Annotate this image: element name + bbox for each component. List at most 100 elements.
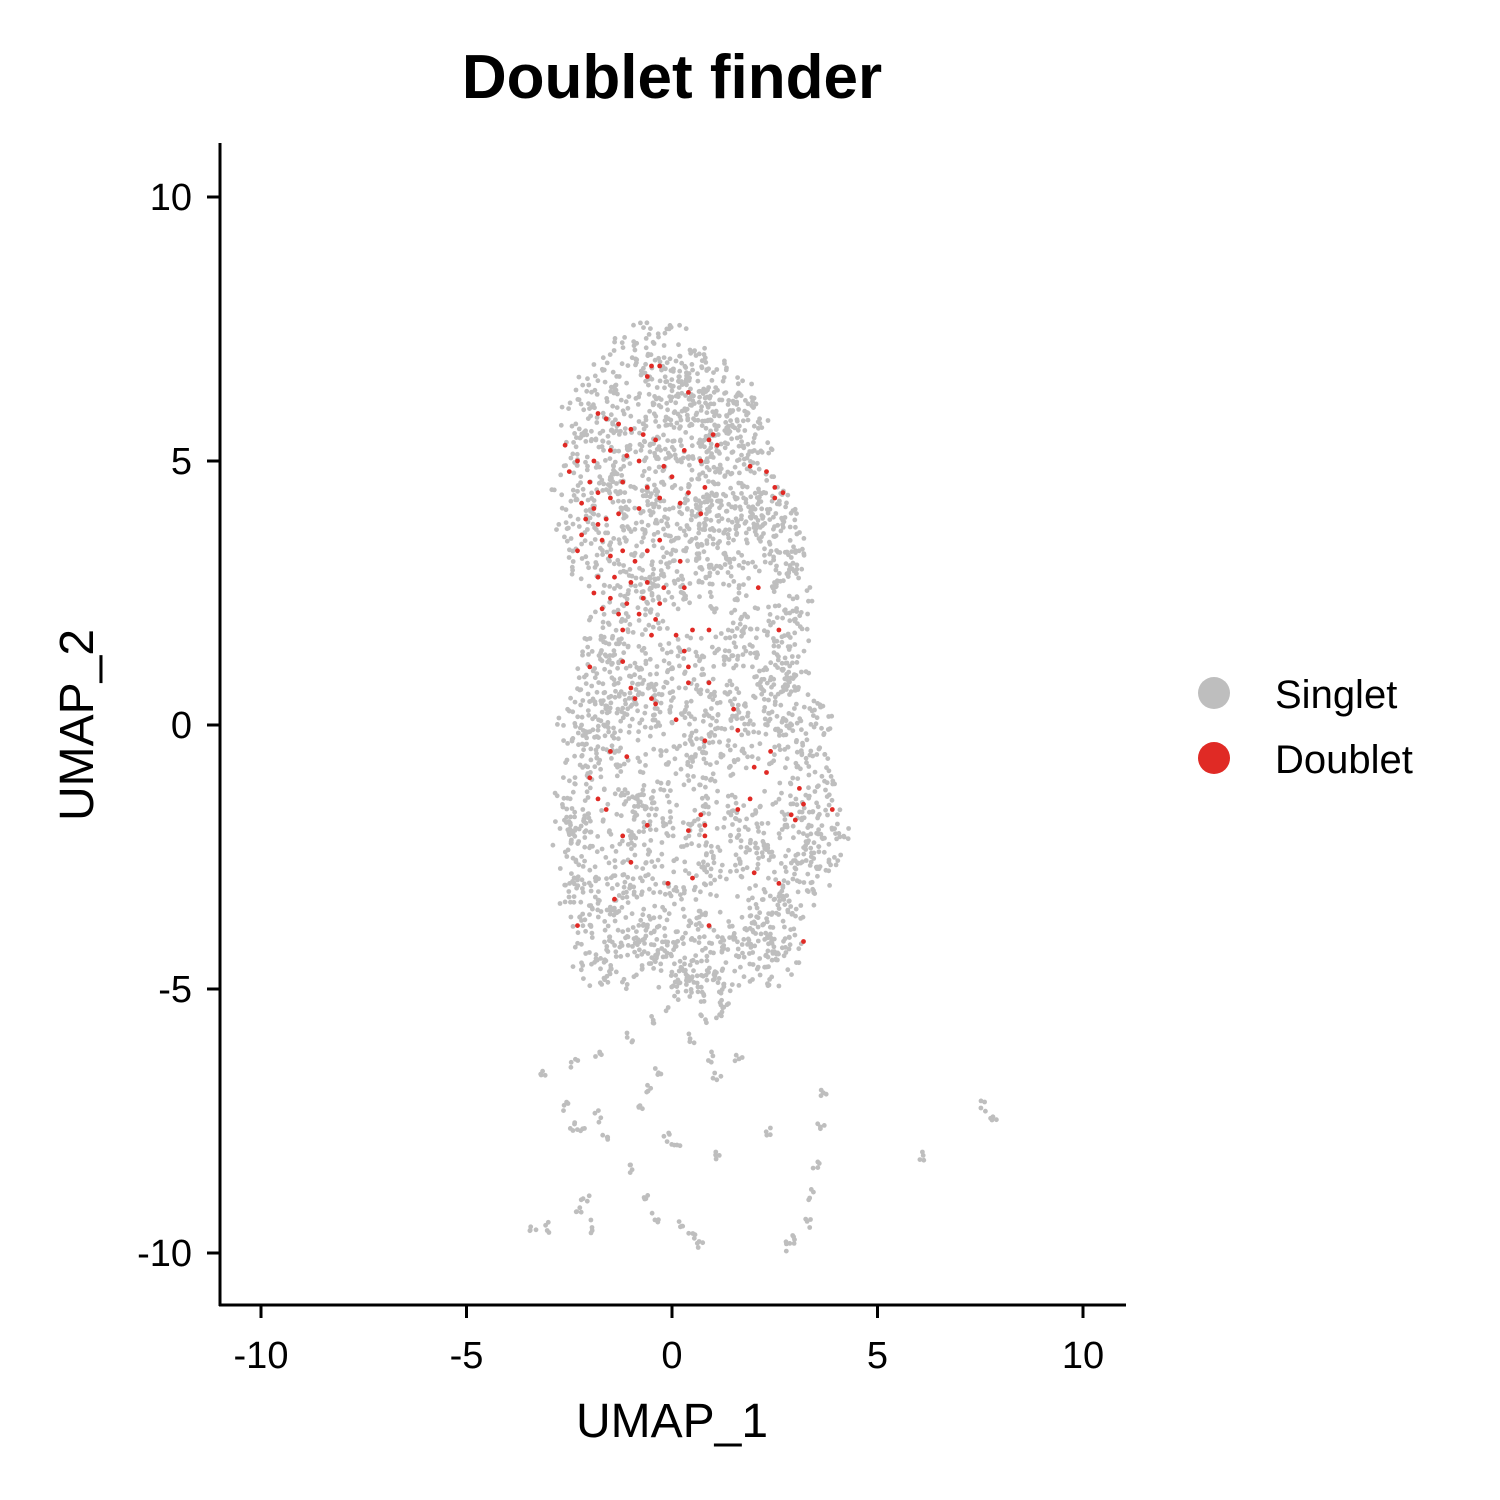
singlet-point [827, 883, 832, 888]
singlet-point [602, 733, 608, 739]
singlet-point [687, 994, 693, 999]
singlet-point [676, 645, 681, 650]
doublet-point [714, 442, 720, 448]
singlet-point [618, 954, 624, 959]
singlet-point [715, 545, 720, 551]
singlet-point [701, 859, 706, 865]
singlet-point [667, 506, 672, 512]
singlet-point [599, 808, 604, 813]
singlet-point [585, 729, 591, 735]
singlet-point [618, 619, 624, 624]
singlet-point [615, 557, 621, 563]
doublet-point [657, 363, 663, 369]
singlet-point [594, 689, 600, 695]
singlet-point [683, 685, 688, 691]
singlet-point [570, 487, 576, 493]
singlet-point [657, 626, 663, 631]
singlet-point [741, 937, 747, 942]
singlet-point [743, 849, 749, 855]
singlet-point [633, 583, 638, 589]
singlet-point [733, 800, 739, 806]
singlet-point [635, 682, 640, 687]
singlet-point [674, 521, 680, 527]
singlet-point [680, 1223, 686, 1229]
singlet-point [557, 901, 563, 906]
singlet-point [580, 864, 586, 869]
singlet-point [580, 807, 586, 812]
singlet-point [768, 446, 774, 452]
singlet-point [679, 443, 684, 448]
singlet-point [632, 347, 638, 353]
singlet-point [757, 416, 762, 422]
singlet-point [792, 932, 798, 938]
singlet-point [745, 417, 751, 423]
singlet-point [757, 972, 763, 978]
singlet-point [636, 799, 642, 805]
singlet-point [608, 547, 614, 552]
singlet-point [781, 896, 786, 902]
singlet-point [589, 930, 595, 936]
singlet-point [666, 799, 672, 805]
singlet-point [563, 507, 569, 513]
singlet-point [604, 360, 610, 366]
singlet-point [990, 1114, 996, 1120]
singlet-point [672, 961, 677, 967]
singlet-point [733, 1052, 739, 1058]
singlet-point [637, 565, 642, 571]
singlet-point [580, 963, 586, 968]
singlet-point [703, 910, 708, 916]
singlet-point [779, 888, 785, 894]
singlet-point [588, 1230, 594, 1236]
singlet-point [633, 520, 639, 526]
singlet-point [768, 660, 774, 666]
singlet-point [804, 833, 810, 839]
singlet-point [721, 375, 727, 380]
singlet-point [827, 726, 833, 731]
doublet-point [624, 453, 630, 459]
singlet-point [700, 470, 706, 476]
singlet-point [631, 884, 637, 890]
doublet-point [702, 822, 708, 828]
singlet-point [729, 982, 735, 987]
singlet-point [793, 866, 799, 872]
singlet-point [750, 559, 755, 565]
singlet-point [673, 885, 679, 890]
singlet-point [567, 1126, 573, 1131]
singlet-point [583, 439, 589, 444]
doublet-point [612, 896, 617, 902]
doublet-point [579, 500, 584, 506]
singlet-point [626, 394, 632, 399]
singlet-point [725, 947, 731, 952]
singlet-point [639, 575, 644, 581]
singlet-point [782, 655, 788, 661]
singlet-point [754, 626, 760, 632]
singlet-point [639, 966, 645, 972]
singlet-point [803, 669, 809, 674]
singlet-point [767, 517, 773, 522]
singlet-point [762, 846, 768, 852]
singlet-point [994, 1117, 999, 1123]
singlet-point [779, 809, 785, 815]
singlet-point [606, 440, 611, 445]
singlet-point [654, 671, 659, 677]
singlet-point [718, 565, 724, 571]
singlet-point [621, 890, 626, 896]
singlet-point [589, 428, 594, 434]
singlet-point [783, 869, 789, 874]
singlet-point [607, 584, 613, 589]
singlet-point [749, 754, 755, 759]
singlet-point [731, 931, 737, 936]
singlet-point [598, 966, 603, 972]
singlet-point [794, 720, 800, 726]
singlet-point [795, 776, 801, 781]
singlet-point [611, 735, 617, 741]
singlet-point [643, 417, 649, 423]
singlet-point [662, 891, 668, 897]
singlet-point [630, 794, 635, 800]
singlet-point [579, 941, 584, 947]
singlet-point [699, 653, 705, 659]
singlet-point [804, 588, 810, 593]
singlet-point [609, 471, 615, 477]
singlet-point [701, 881, 707, 887]
singlet-point [756, 489, 762, 495]
